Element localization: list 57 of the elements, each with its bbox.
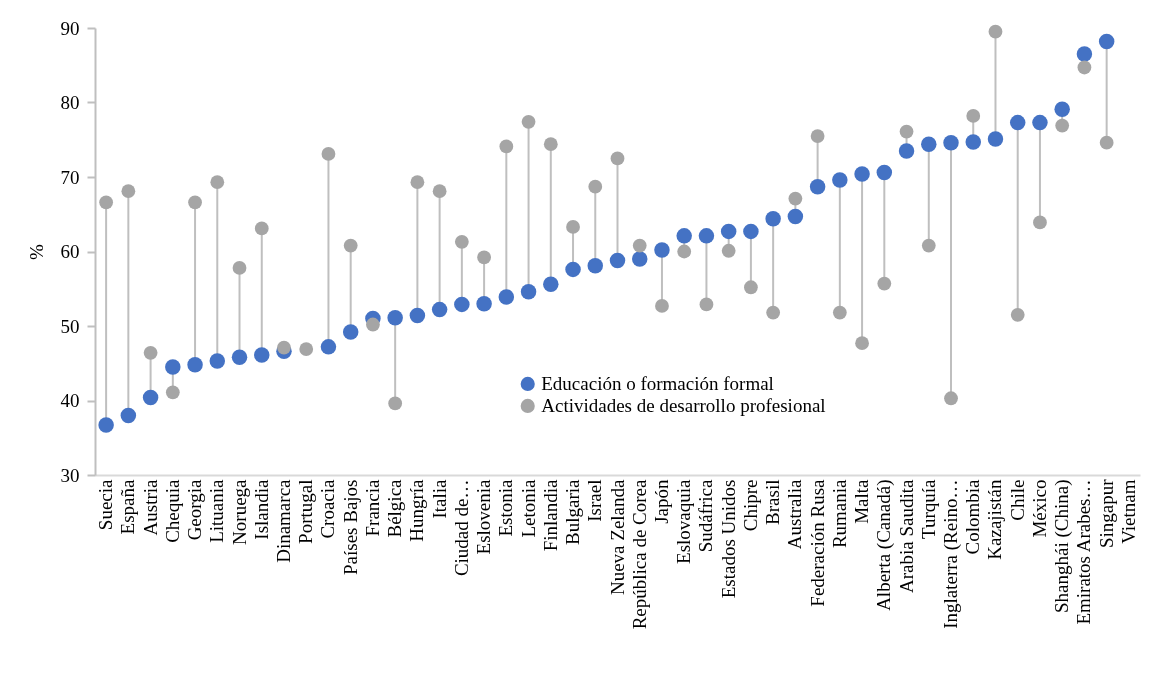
x-tick-label: Colombia [962,478,984,555]
y-tick-label: 50 [60,315,80,337]
x-tick-label: Ciudad de… [450,479,472,577]
x-tick-label: Islandia [250,478,272,540]
x-tick-label: Singapur [1095,478,1117,549]
x-tick-label: Sudáfrica [695,478,717,553]
x-tick-label: Emiratos Arabes… [1073,479,1095,625]
legend-label: Actividades de desarrollo profesional [541,394,826,416]
x-tick-label: Brasil [762,479,784,525]
x-tick-label: Suecia [95,478,117,531]
x-tick-label: Finlandia [539,478,561,552]
x-tick-label: Israel [584,479,606,522]
x-tick-label: Estonia [495,478,517,537]
y-tick-label: 70 [60,166,80,188]
x-tick-label: México [1028,479,1050,538]
y-tick-label: 30 [60,464,80,486]
x-tick-label: Letonia [517,478,539,538]
x-tick-label: Portugal [295,479,317,544]
x-tick-label: Japón [650,479,672,524]
x-tick-label: Eslovaquia [673,478,695,564]
x-tick-label: Italia [428,478,450,519]
x-tick-label: Bélgica [384,478,406,538]
x-tick-label: Turquía [917,478,939,539]
x-tick-label: Vietnam [1117,479,1139,544]
x-tick-label: Inglaterra (Reino… [940,479,963,629]
y-tick-label: 40 [60,390,80,411]
x-tick-label: Chile [1006,479,1028,521]
y-tick-label: 80 [60,92,80,113]
y-tick-label: 90 [60,17,80,39]
legend-label: Educación o formación formal [541,372,774,394]
x-tick-label: Chequia [161,478,183,543]
x-tick-label: Lituania [206,478,228,543]
x-tick-label: Malta [851,478,873,524]
x-tick-label: Estados Unidos [717,479,739,599]
x-tick-label: Rumania [828,478,850,549]
x-tick-label: Bulgaria [562,478,584,545]
x-tick-label: Dinamarca [272,478,294,563]
x-tick-label: Australia [784,478,806,550]
x-tick-label: Shanghái (China) [1051,479,1074,614]
x-tick-label: Arabia Saudita [895,478,917,593]
y-tick-label: 60 [60,241,80,262]
x-tick-label: Austria [139,478,161,536]
y-axis-title: % [25,243,47,260]
x-tick-label: Noruega [228,478,250,545]
x-tick-label: Nueva Zelanda [606,478,628,596]
x-tick-label: Hungría [406,478,428,542]
x-tick-label: República de Corea [628,478,650,630]
x-tick-label: Alberta (Canadá) [873,479,896,611]
x-tick-label: España [117,478,139,535]
x-tick-label: Georgia [184,478,206,541]
x-tick-label: Kazajistán [984,479,1006,560]
x-tick-label: Federación Rusa [806,478,828,607]
x-tick-label: Eslovenia [473,478,495,555]
x-tick-label: Chipre [739,479,761,532]
x-tick-label: Croacia [317,478,339,539]
x-tick-label: Países Bajos [339,479,361,576]
x-tick-label: Francia [361,478,383,537]
